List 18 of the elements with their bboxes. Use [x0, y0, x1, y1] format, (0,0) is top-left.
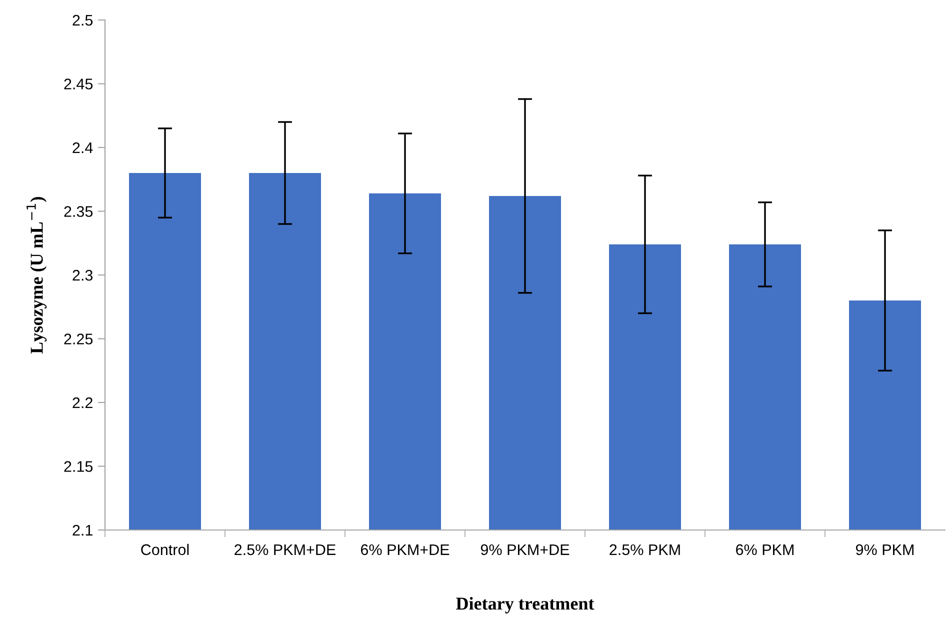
y-tick-label: 2.5 — [72, 14, 93, 26]
x-tick-label: 6% PKM — [736, 544, 794, 556]
x-axis-title: Dietary treatment — [456, 597, 594, 614]
y-axis-title: Lysozyme (U mL$^{−1}$) — [26, 197, 47, 354]
y-tick-label: 2.4 — [72, 142, 93, 154]
y-tick-label: 2.3 — [72, 270, 93, 281]
x-tick-label: 2.5% PKM — [610, 544, 680, 556]
x-tick-label: 6% PKM+DE — [360, 544, 450, 556]
x-tick-label: Control — [141, 544, 189, 556]
y-tick-label: 2.35 — [64, 206, 93, 217]
x-tick-label: 9% PKM+DE — [480, 544, 570, 556]
y-tick-label: 2.15 — [64, 461, 93, 472]
y-tick-label: 2.1 — [72, 524, 92, 536]
y-tick-label: 2.2 — [72, 397, 92, 408]
y-tick-label: 2.45 — [64, 78, 93, 90]
y-tick-label: 2.25 — [64, 334, 93, 344]
x-tick-label: 2.5% PKM+DE — [234, 544, 336, 556]
x-tick-label: 9% PKM — [856, 544, 914, 556]
